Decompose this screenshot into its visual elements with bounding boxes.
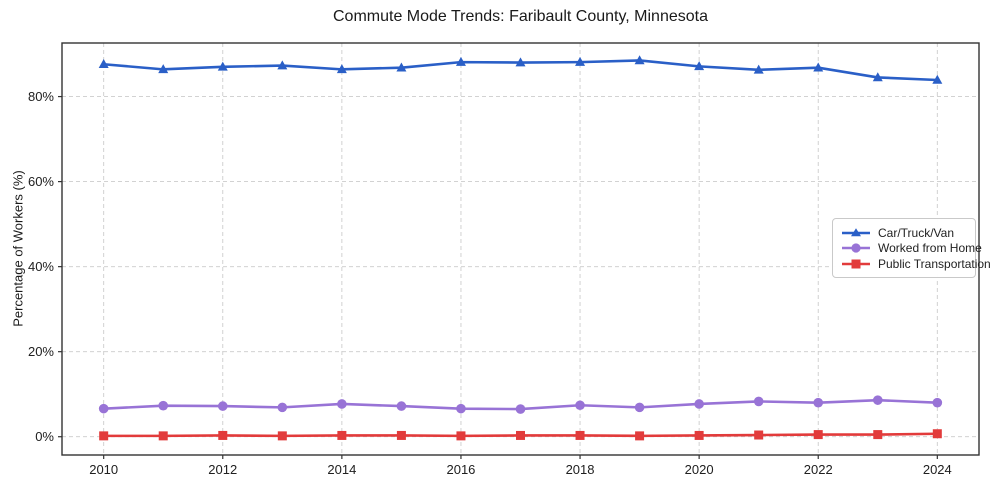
x-tick-label: 2024 bbox=[923, 462, 952, 477]
data-point bbox=[694, 61, 705, 71]
data-point bbox=[158, 64, 169, 74]
data-point bbox=[337, 399, 347, 409]
legend-item-car-truck-van: Car/Truck/Van bbox=[841, 225, 967, 240]
data-point bbox=[813, 62, 824, 72]
data-point bbox=[277, 431, 287, 441]
legend: Car/Truck/Van Worked from Home Public Tr… bbox=[832, 218, 990, 278]
legend-label: Car/Truck/Van bbox=[878, 225, 955, 240]
data-point bbox=[515, 57, 526, 67]
data-point bbox=[872, 72, 883, 82]
legend-label: Worked from Home bbox=[878, 241, 982, 255]
data-point bbox=[813, 397, 824, 408]
data-point bbox=[217, 401, 228, 411]
legend-item-public-transportation: Public Transportation bbox=[841, 256, 990, 271]
data-point bbox=[396, 430, 406, 440]
x-tick-label: 2014 bbox=[327, 462, 356, 477]
x-tick-label: 2012 bbox=[208, 462, 237, 477]
data-point bbox=[813, 430, 823, 440]
y-tick-label: 80% bbox=[28, 89, 54, 104]
legend-label: Public Transportation bbox=[878, 256, 990, 271]
data-point bbox=[516, 430, 525, 440]
data-point bbox=[754, 430, 764, 440]
data-point bbox=[872, 395, 883, 405]
data-point bbox=[158, 431, 168, 441]
data-point bbox=[455, 56, 466, 66]
data-point bbox=[753, 396, 764, 407]
data-point bbox=[98, 59, 109, 69]
y-tick-label: 60% bbox=[28, 174, 54, 189]
x-tick-label: 2022 bbox=[804, 462, 833, 477]
y-tick-label: 40% bbox=[28, 259, 54, 274]
data-point bbox=[98, 403, 109, 414]
x-tick-label: 2010 bbox=[89, 462, 118, 477]
data-point bbox=[753, 64, 764, 74]
data-point bbox=[634, 55, 645, 65]
data-point bbox=[217, 61, 228, 71]
data-point bbox=[575, 56, 586, 66]
x-tick-label: 2016 bbox=[446, 462, 475, 477]
data-point bbox=[932, 74, 943, 84]
square-marker-icon bbox=[842, 259, 870, 268]
data-point bbox=[277, 402, 288, 413]
data-point bbox=[337, 430, 347, 440]
data-point bbox=[277, 60, 288, 70]
y-axis-label: Percentage of Workers (%) bbox=[10, 170, 26, 327]
triangle-marker-icon bbox=[842, 227, 870, 236]
data-point bbox=[456, 431, 466, 441]
data-point bbox=[396, 62, 407, 72]
data-point bbox=[336, 64, 347, 74]
data-point bbox=[575, 430, 585, 440]
x-tick-label: 2018 bbox=[566, 462, 595, 477]
data-point bbox=[932, 429, 942, 439]
data-point bbox=[158, 400, 169, 411]
data-point bbox=[635, 431, 645, 441]
data-point bbox=[99, 431, 109, 441]
data-point bbox=[575, 400, 585, 411]
y-tick-label: 20% bbox=[28, 344, 54, 359]
x-tick-label: 2020 bbox=[685, 462, 714, 477]
data-point bbox=[873, 430, 883, 440]
data-point bbox=[456, 403, 466, 414]
data-point bbox=[634, 402, 645, 413]
y-tick-label: 0% bbox=[35, 429, 54, 444]
data-point bbox=[694, 430, 704, 440]
data-point bbox=[396, 401, 407, 411]
legend-item-worked-from-home: Worked from Home bbox=[841, 241, 982, 256]
chart-title: Commute Mode Trends: Faribault County, M… bbox=[333, 8, 708, 25]
data-point bbox=[694, 399, 704, 409]
data-point bbox=[218, 430, 228, 440]
data-point bbox=[515, 404, 526, 414]
circle-marker-icon bbox=[842, 243, 870, 253]
plot-border bbox=[61, 42, 980, 456]
data-point bbox=[932, 397, 943, 408]
